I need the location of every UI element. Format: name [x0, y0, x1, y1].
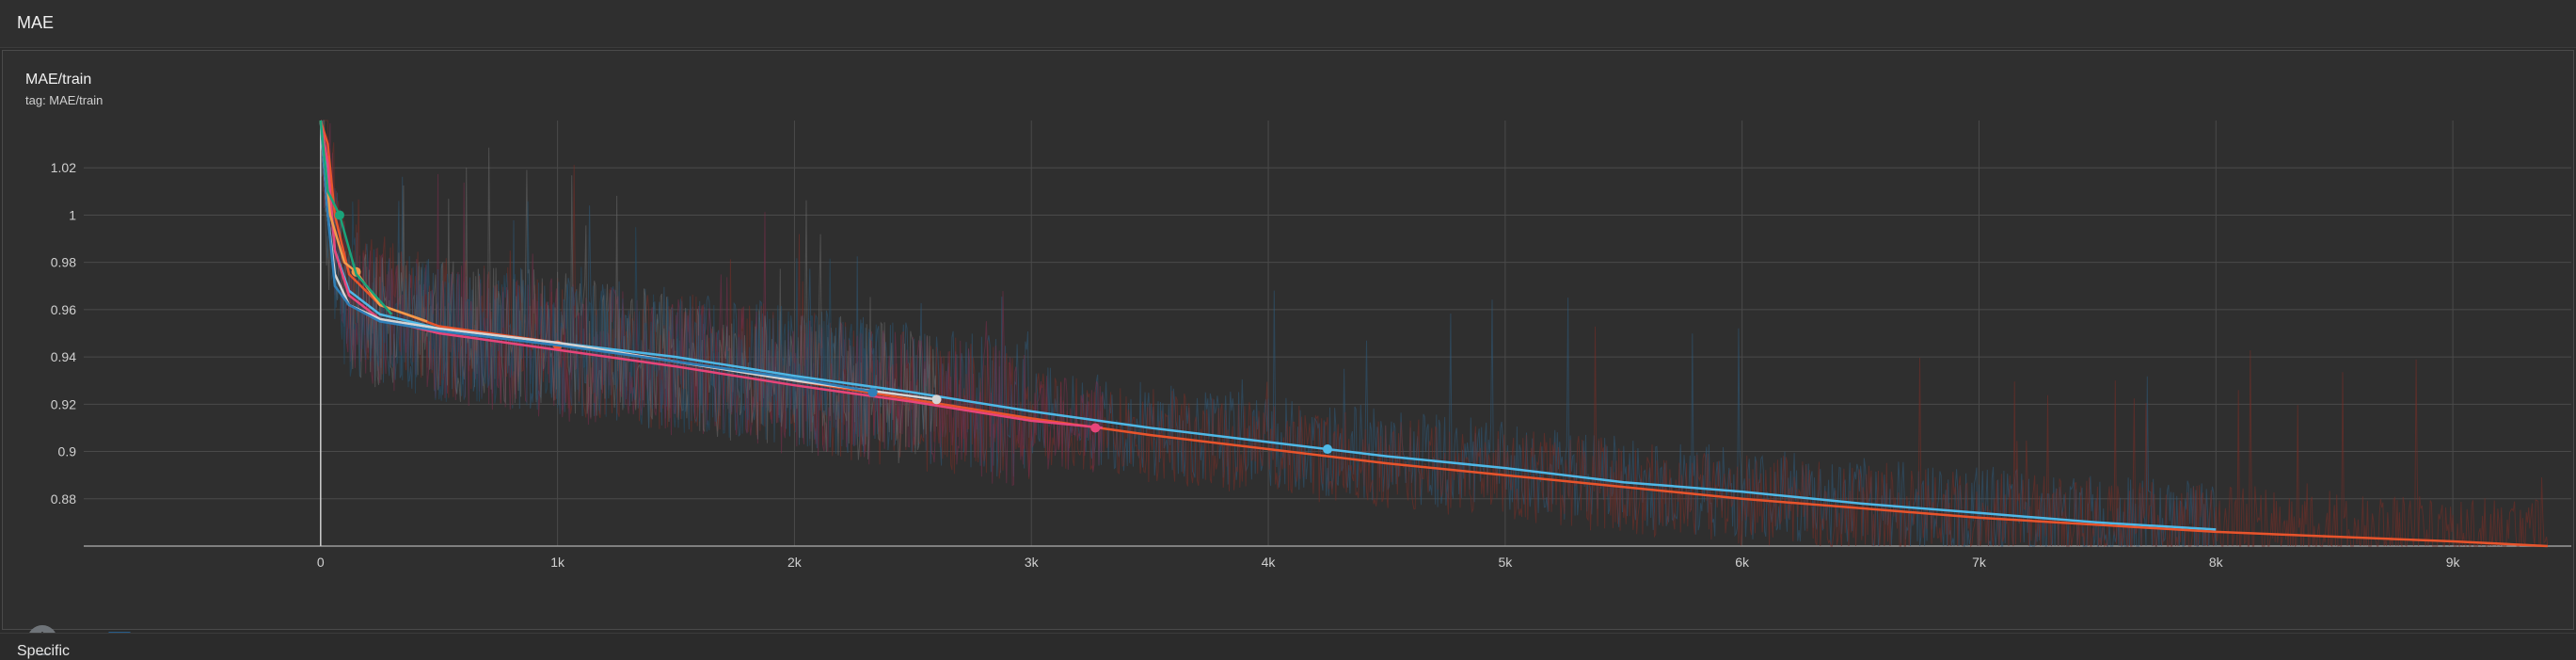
series-marker [334, 210, 344, 220]
section-title: MAE [17, 13, 55, 32]
y-tick-label: 0.96 [51, 302, 76, 317]
chart-title: MAE/train [25, 72, 92, 88]
y-tick-label: 0.9 [58, 444, 77, 459]
series-line [319, 120, 878, 394]
x-tick-label: 9k [2446, 555, 2461, 570]
y-tick-label: 0.94 [51, 349, 76, 364]
series-line [319, 120, 2548, 548]
series-line [319, 120, 2217, 531]
x-tick-label: 7k [1972, 555, 1987, 570]
raw-series-line [321, 120, 2549, 548]
series-marker [931, 394, 942, 405]
x-tick-label: 0 [317, 555, 325, 570]
x-tick-label: 8k [2209, 555, 2224, 570]
x-tick-label: 2k [787, 555, 803, 570]
x-tick-label: 5k [1498, 555, 1513, 570]
series-line [319, 120, 1103, 429]
series-marker [867, 387, 878, 397]
next-section-header[interactable]: Specific [0, 633, 2576, 659]
y-tick-label: 0.98 [51, 255, 76, 270]
y-tick-label: 1.02 [51, 160, 76, 175]
chart-tag: tag: MAE/train [25, 93, 103, 107]
series-marker [1323, 444, 1332, 455]
raw-series-line [321, 120, 1104, 487]
section-header[interactable]: MAE [0, 0, 2576, 48]
x-tick-label: 3k [1025, 555, 1040, 570]
y-tick-label: 0.92 [51, 396, 76, 411]
series-line [319, 120, 428, 323]
next-section-title: Specific [17, 643, 71, 659]
x-tick-label: 6k [1735, 555, 1750, 570]
x-tick-label: 4k [1262, 555, 1277, 570]
chart-card: MAE/train tag: MAE/train 0.88 0.9 0.92 0.94… [2, 50, 2575, 655]
chart-plot[interactable]: 0.88 0.9 0.92 0.94 0.96 0.98 1 1.02 0 1k 2k 3k 4k 5k 6… [3, 51, 2575, 631]
series-marker [1090, 423, 1101, 433]
x-tick-label: 1k [550, 555, 565, 570]
y-tick-label: 0.88 [51, 491, 76, 507]
y-tick-label: 1 [69, 207, 76, 222]
